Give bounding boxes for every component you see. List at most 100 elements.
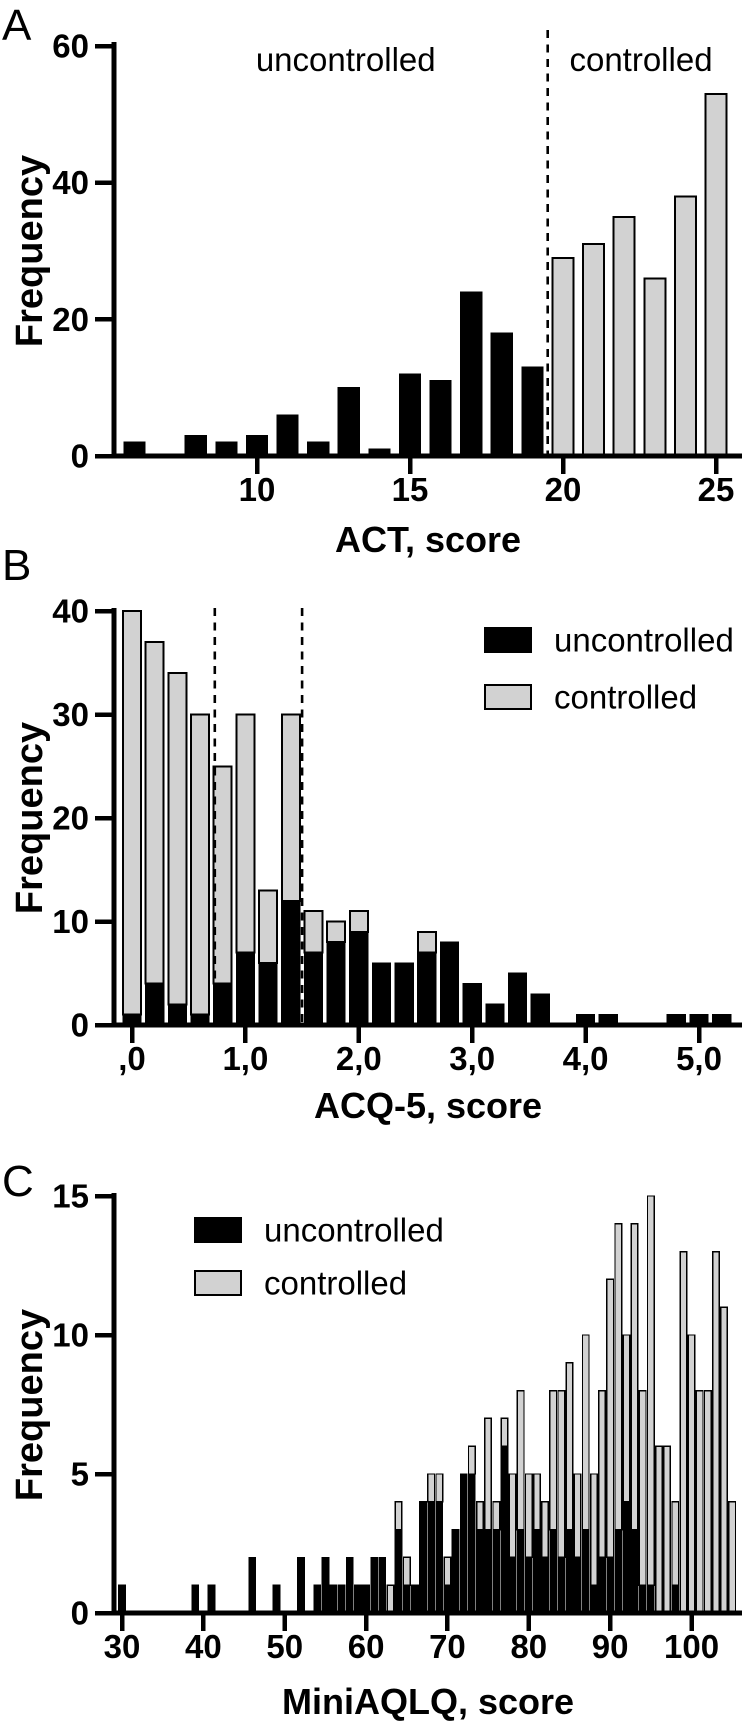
bar-uncontrolled	[354, 1584, 362, 1614]
y-tick-label: 0	[71, 438, 89, 475]
bar-controlled	[606, 1278, 615, 1559]
bar-uncontrolled	[516, 1528, 525, 1614]
bar-uncontrolled	[337, 387, 360, 457]
bar-uncontrolled	[638, 1584, 647, 1614]
bar-uncontrolled	[485, 1003, 505, 1026]
bar-controlled	[144, 641, 165, 985]
bar-uncontrolled	[521, 366, 544, 457]
bar-controlled	[258, 889, 279, 964]
bar-controlled	[612, 215, 636, 457]
bar-uncontrolled	[297, 1556, 305, 1614]
bar-controlled	[687, 1334, 696, 1614]
bar-uncontrolled	[589, 1584, 598, 1614]
x-tick-label: 100	[664, 1628, 719, 1665]
bar-uncontrolled	[459, 1473, 468, 1614]
bar-controlled	[565, 1362, 574, 1531]
x-tick-label: 2,0	[336, 1040, 382, 1077]
bar-uncontrolled	[378, 1556, 387, 1614]
panel-a: A 0 20 40 60 10 15 20 25 uncontrolled controlled AC…	[2, 1, 742, 560]
bar-uncontrolled	[184, 434, 207, 457]
bar-controlled	[551, 256, 575, 457]
bar-controlled	[598, 1389, 607, 1559]
x-tick-label: 60	[348, 1628, 385, 1665]
bar-controlled	[402, 1556, 411, 1586]
bar-uncontrolled	[235, 951, 255, 1026]
bar-uncontrolled	[581, 1528, 590, 1614]
bar-controlled	[348, 910, 369, 933]
bar-uncontrolled	[303, 951, 324, 1026]
axes-group	[95, 1193, 742, 1631]
bar-controlled	[167, 672, 188, 1006]
bar-controlled	[212, 765, 233, 985]
bar-controlled	[679, 1250, 688, 1614]
bar-controlled	[589, 1473, 598, 1586]
bar-controlled	[643, 277, 667, 457]
x-axis-title: ACT, score	[335, 519, 521, 560]
bar-controlled	[630, 1223, 639, 1531]
x-tick-label: 10	[239, 471, 276, 508]
bar-uncontrolled	[362, 1584, 370, 1614]
x-tick-label: 30	[104, 1628, 141, 1665]
legend-swatch-uncontrolled	[484, 627, 532, 653]
bar-uncontrolled	[145, 982, 165, 1026]
y-axis-title: Frequency	[9, 722, 51, 914]
x-tick-label: 50	[266, 1628, 303, 1665]
bar-uncontrolled	[207, 1584, 216, 1614]
bar-uncontrolled	[349, 931, 369, 1026]
bar-uncontrolled	[371, 962, 392, 1026]
panel-b: B 0 10 20 30 40 ,0 1,0 2,0 3,0 4,0 5,0 uncontrolled c…	[2, 541, 742, 1126]
y-tick-label: 60	[52, 28, 89, 65]
bar-controlled	[427, 1473, 436, 1503]
bar-uncontrolled	[671, 1584, 680, 1614]
x-tick-label: 25	[698, 471, 735, 508]
bar-uncontrolled	[370, 1556, 379, 1614]
bar-controlled	[122, 610, 142, 1016]
bar-controlled	[484, 1417, 493, 1531]
y-tick-label: 0	[71, 1595, 89, 1632]
bar-uncontrolled	[326, 941, 346, 1026]
x-tick-label: 90	[592, 1628, 629, 1665]
bar-uncontrolled	[258, 962, 278, 1026]
bar-uncontrolled	[248, 1556, 257, 1614]
bar-uncontrolled	[476, 1528, 484, 1614]
bar-uncontrolled	[245, 434, 269, 457]
bar-controlled	[500, 1417, 509, 1447]
bar-uncontrolled	[443, 1584, 452, 1614]
x-axis-title: MiniAQLQ, score	[282, 1681, 574, 1722]
y-axis-title: Frequency	[9, 1309, 51, 1501]
panel-c: C 0 5 10 15 30 40 50 60 70 80 90 100 uncontrolled cont…	[2, 1157, 742, 1722]
bar-controlled	[638, 1389, 647, 1586]
bar-uncontrolled	[507, 972, 528, 1026]
annotation-controlled: controlled	[569, 41, 712, 78]
bar-uncontrolled	[606, 1556, 615, 1614]
bar-uncontrolled	[272, 1584, 281, 1614]
bar-controlled	[646, 1195, 655, 1586]
y-axis-title: Frequency	[9, 155, 51, 347]
bar-uncontrolled	[557, 1556, 566, 1614]
bar-uncontrolled	[313, 1584, 322, 1614]
bar-uncontrolled	[541, 1556, 549, 1614]
bar-uncontrolled	[508, 1556, 517, 1614]
bar-controlled	[654, 1445, 663, 1614]
axes-group	[95, 608, 742, 1043]
legend: uncontrolled controlled	[484, 622, 734, 716]
bar-controlled	[614, 1223, 623, 1531]
bar-controlled	[663, 1445, 672, 1614]
bar-controlled	[475, 1501, 484, 1531]
panel-letter-B: B	[2, 541, 31, 590]
bar-controlled	[711, 1250, 720, 1614]
x-tick-label: 20	[545, 471, 582, 508]
bar-controlled	[190, 713, 211, 1016]
x-tick-label: 1,0	[222, 1040, 268, 1077]
bar-controlled	[728, 1501, 737, 1614]
panel-letter-C: C	[2, 1157, 34, 1206]
bar-uncontrolled	[524, 1556, 533, 1614]
bar-controlled	[394, 1501, 403, 1531]
bar-uncontrolled	[435, 1501, 444, 1614]
bar-uncontrolled	[213, 982, 233, 1026]
bars-group	[118, 1195, 737, 1614]
bar-uncontrolled	[167, 1003, 187, 1026]
bar-uncontrolled	[419, 1501, 427, 1614]
